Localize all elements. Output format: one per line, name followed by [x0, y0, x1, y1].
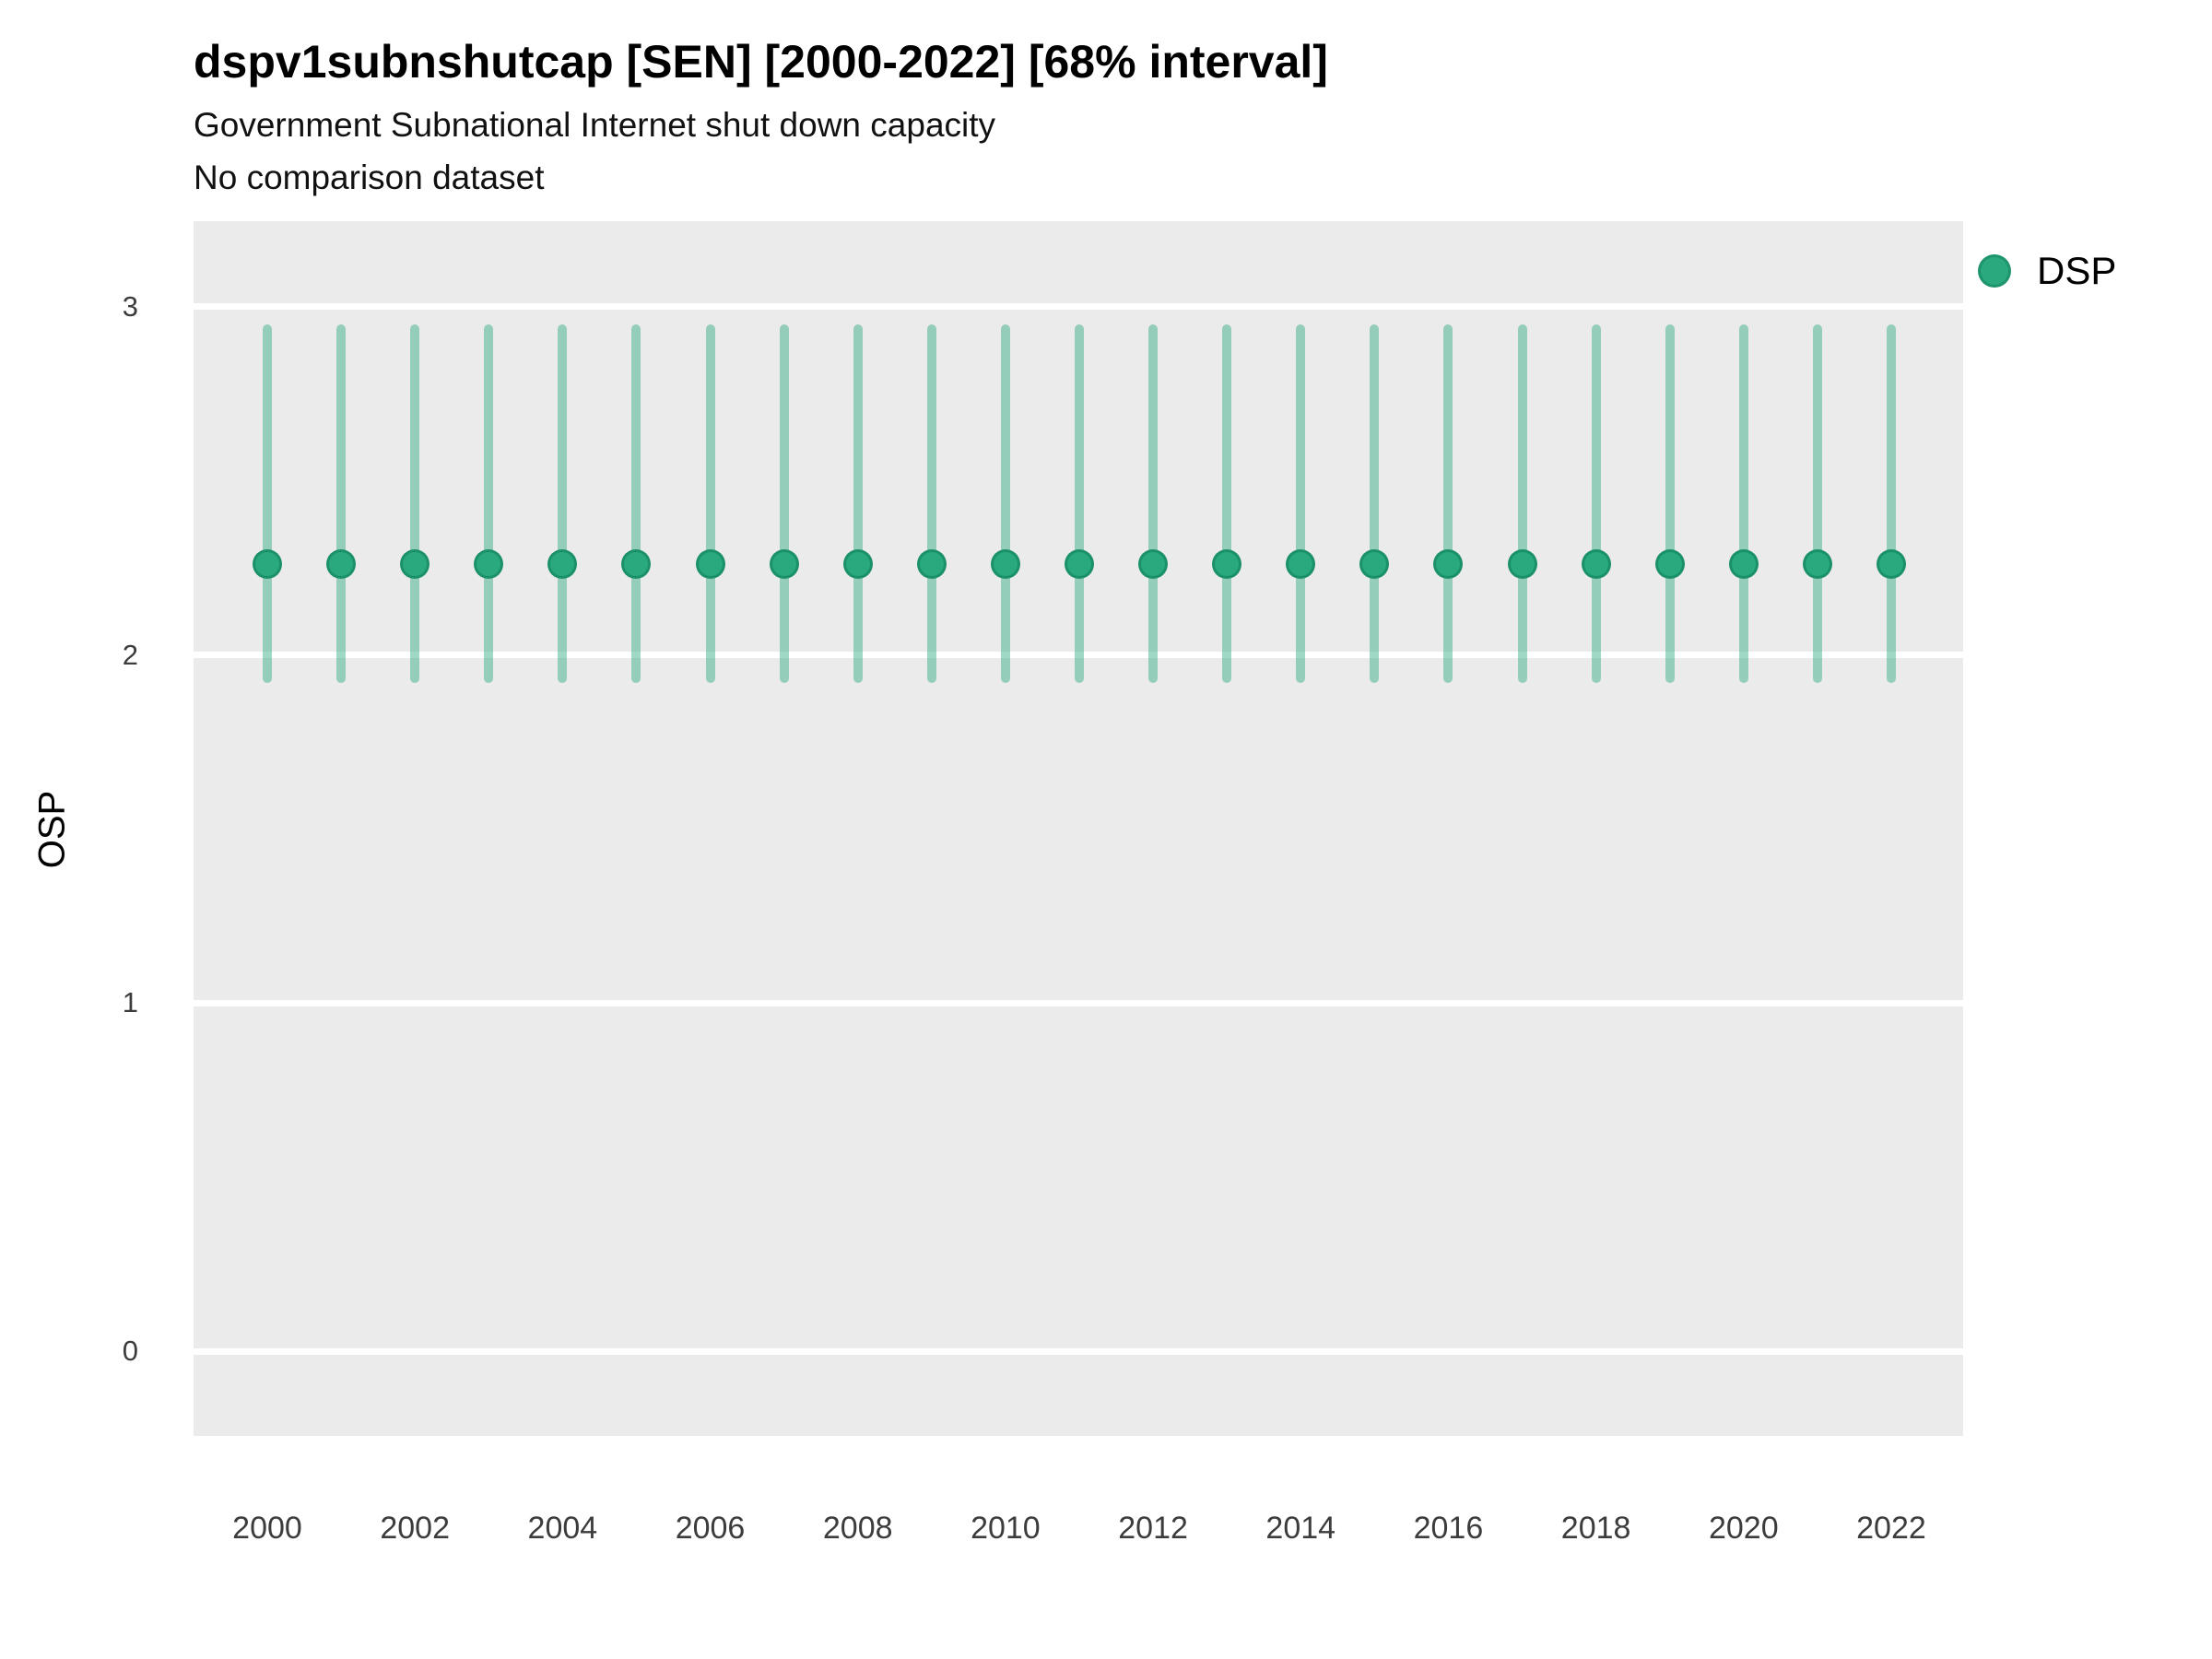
- gridline-y-3: [194, 303, 1963, 311]
- data-point: [916, 549, 947, 580]
- x-tick-label: 2016: [1413, 1511, 1484, 1546]
- interval-bar: [1370, 324, 1380, 683]
- data-point: [400, 549, 430, 580]
- interval-bar: [1443, 324, 1453, 683]
- legend: DSP: [1978, 249, 2116, 293]
- data-point: [621, 549, 652, 580]
- interval-bar: [926, 324, 936, 683]
- interval-bar: [484, 324, 494, 683]
- data-point: [1728, 549, 1759, 580]
- interval-bar: [336, 324, 347, 683]
- data-point: [1286, 549, 1316, 580]
- y-tick-label: 2: [122, 638, 138, 671]
- gridline-y-0: [194, 1347, 1963, 1355]
- interval-bar: [1222, 324, 1232, 683]
- x-tick-label: 2014: [1265, 1511, 1336, 1546]
- x-tick-label: 2012: [1118, 1511, 1188, 1546]
- y-tick-label: 1: [122, 986, 138, 1019]
- interval-bar: [1296, 324, 1306, 683]
- data-point: [474, 549, 504, 580]
- data-point: [695, 549, 725, 580]
- x-tick-label: 2020: [1708, 1511, 1779, 1546]
- interval-bar: [1665, 324, 1675, 683]
- interval-bar: [1738, 324, 1748, 683]
- plot-panel: [194, 221, 1963, 1436]
- data-point: [253, 549, 282, 580]
- legend-label-dsp: DSP: [2037, 249, 2117, 292]
- x-tick-label: 2018: [1560, 1511, 1631, 1546]
- chart-subtitle: Government Subnational Internet shut dow…: [194, 106, 996, 144]
- data-point: [1876, 549, 1906, 580]
- data-point: [1581, 549, 1611, 580]
- data-point: [1507, 549, 1537, 580]
- x-tick-label: 2022: [1856, 1511, 1926, 1546]
- x-tick-label: 2006: [675, 1511, 746, 1546]
- x-tick-label: 2002: [380, 1511, 450, 1546]
- data-point: [1359, 549, 1390, 580]
- gridline-y-2: [194, 652, 1963, 659]
- data-point: [1212, 549, 1242, 580]
- y-axis-title: OSP: [31, 790, 73, 869]
- data-point: [842, 549, 873, 580]
- interval-bar: [779, 324, 789, 683]
- legend-dot-dsp: [1978, 254, 2011, 288]
- interval-bar: [1000, 324, 1010, 683]
- y-tick-label: 3: [122, 289, 138, 323]
- interval-bar: [631, 324, 641, 683]
- x-tick-label: 2004: [527, 1511, 598, 1546]
- interval-bar: [1148, 324, 1159, 683]
- interval-bar: [853, 324, 863, 683]
- data-point: [1433, 549, 1464, 580]
- data-point: [1064, 549, 1094, 580]
- y-tick-label: 0: [122, 1335, 138, 1367]
- x-tick-label: 2010: [971, 1511, 1041, 1546]
- gridline-y-1: [194, 999, 1963, 1006]
- interval-bar: [1591, 324, 1601, 683]
- data-point: [769, 549, 799, 580]
- interval-bar: [410, 324, 420, 683]
- interval-bar: [1074, 324, 1084, 683]
- data-point: [326, 549, 357, 580]
- interval-bar: [1812, 324, 1822, 683]
- interval-bar: [263, 324, 272, 683]
- interval-bar: [1517, 324, 1527, 683]
- x-tick-label: 2008: [822, 1511, 893, 1546]
- chart-note: No comparison dataset: [194, 159, 545, 196]
- chart-title: dspv1subnshutcap [SEN] [2000-2022] [68% …: [194, 36, 1328, 88]
- data-point: [1802, 549, 1832, 580]
- interval-bar: [558, 324, 568, 683]
- interval-bar: [1886, 324, 1896, 683]
- data-point: [1138, 549, 1169, 580]
- x-tick-label: 2000: [232, 1511, 302, 1546]
- data-point: [547, 549, 578, 580]
- data-point: [990, 549, 1020, 580]
- data-point: [1654, 549, 1685, 580]
- interval-bar: [705, 324, 715, 683]
